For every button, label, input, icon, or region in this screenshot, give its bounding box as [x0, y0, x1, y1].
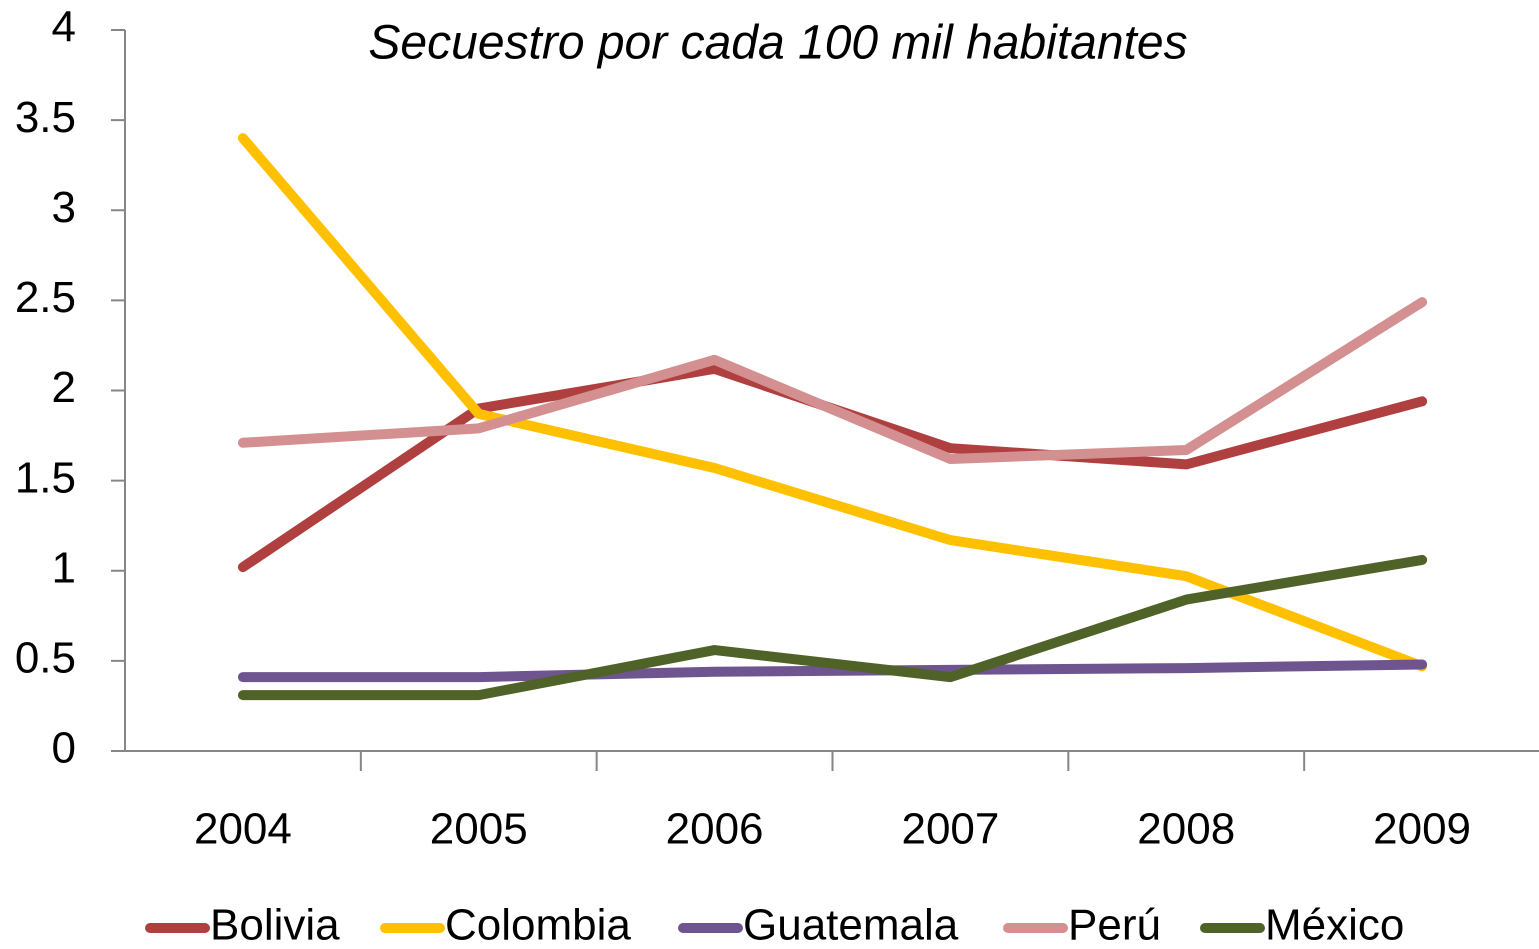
y-tick-label: 4 [52, 3, 76, 52]
x-tick-label: 2005 [430, 805, 528, 854]
y-tick-label: 2.5 [15, 273, 76, 322]
x-tick-label: 2008 [1137, 805, 1235, 854]
legend-label: Bolivia [210, 901, 340, 949]
legend-label: México [1265, 901, 1404, 949]
series-line [237, 554, 1428, 701]
legend-label: Guatemala [743, 901, 959, 949]
y-tick-label: 3.5 [15, 93, 76, 142]
y-tick-label: 0 [52, 724, 76, 773]
y-tick-label: 2 [52, 363, 76, 412]
series-line [237, 363, 1428, 573]
series-line [237, 297, 1428, 464]
legend-label: Colombia [445, 901, 631, 949]
y-tick-label: 0.5 [15, 634, 76, 683]
series-line [237, 659, 1428, 683]
y-tick-label: 3 [52, 183, 76, 232]
x-tick-label: 2009 [1373, 805, 1471, 854]
y-tick-label: 1.5 [15, 453, 76, 502]
legend-label: Perú [1068, 901, 1161, 949]
y-tick-label: 1 [52, 543, 76, 592]
x-tick-label: 2004 [194, 805, 292, 854]
x-tick-label: 2006 [666, 805, 764, 854]
chart-title: Secuestro por cada 100 mil habitantes [368, 17, 1187, 70]
x-tick-label: 2007 [901, 805, 999, 854]
